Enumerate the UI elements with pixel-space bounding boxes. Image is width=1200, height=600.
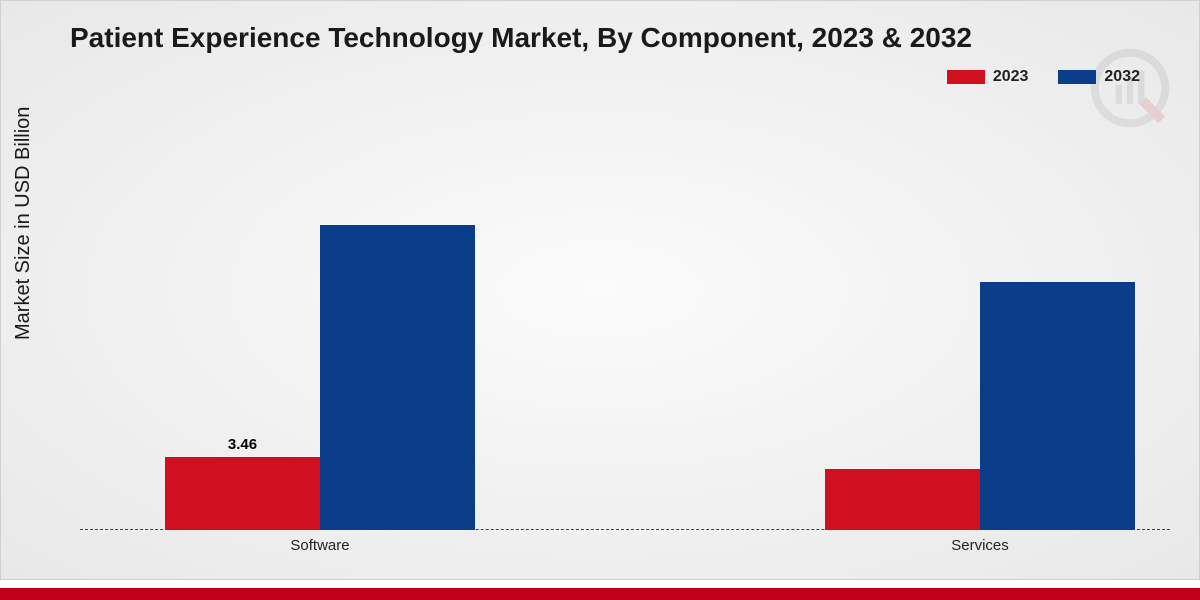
legend-item-2023: 2023 xyxy=(947,68,1029,86)
bar-software-2023 xyxy=(165,457,320,530)
bar-services-2023 xyxy=(825,469,980,530)
bar-label-software-2023: 3.46 xyxy=(228,436,257,453)
legend-swatch-2032 xyxy=(1058,70,1096,84)
legend-swatch-2023 xyxy=(947,70,985,84)
legend-label-2032: 2032 xyxy=(1104,68,1140,86)
xtick-software: Software xyxy=(290,537,349,554)
bar-services-2032 xyxy=(980,282,1135,530)
y-axis-label: Market Size in USD Billion xyxy=(12,107,35,340)
legend: 2023 2032 xyxy=(947,68,1140,86)
xtick-services: Services xyxy=(951,537,1009,554)
plot-area: 3.46 Software Services xyxy=(80,110,1170,530)
footer-accent-bar xyxy=(0,588,1200,600)
chart-title: Patient Experience Technology Market, By… xyxy=(70,22,972,54)
legend-item-2032: 2032 xyxy=(1058,68,1140,86)
legend-label-2023: 2023 xyxy=(993,68,1029,86)
bar-software-2032 xyxy=(320,225,475,530)
